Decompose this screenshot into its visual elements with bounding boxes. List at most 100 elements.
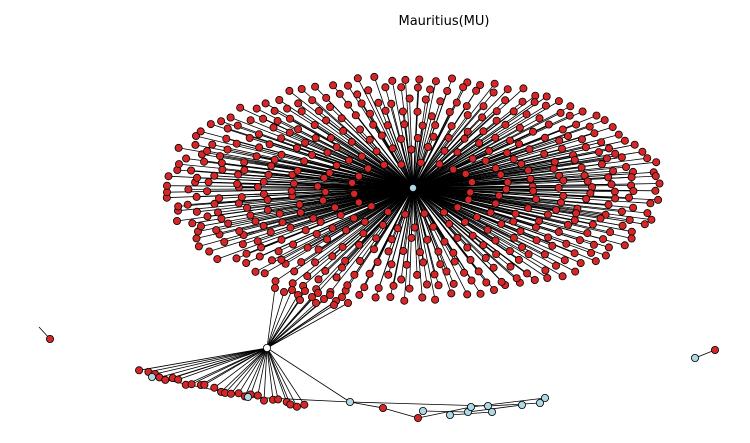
star-node	[429, 222, 438, 231]
star-edge	[412, 187, 622, 212]
star-node	[509, 155, 518, 164]
star-node	[453, 203, 462, 212]
star-edge	[412, 186, 533, 189]
star-node	[287, 186, 296, 195]
star-node	[343, 281, 352, 290]
fan-node	[135, 366, 144, 375]
fan-edge	[266, 347, 279, 400]
fan-edge	[159, 347, 268, 378]
star-node	[364, 164, 373, 173]
star-node	[238, 240, 247, 249]
star-edge	[393, 187, 414, 286]
fan-edge	[266, 347, 274, 400]
star-node	[475, 139, 484, 148]
star-node	[365, 135, 374, 144]
fan-edge	[204, 347, 268, 386]
star-node	[524, 166, 533, 175]
star-node	[578, 107, 587, 116]
star-node	[192, 207, 201, 216]
star-node	[592, 111, 601, 120]
star-node	[270, 106, 279, 115]
star-node	[246, 116, 255, 125]
fan-edge	[266, 292, 319, 349]
star-edge	[412, 187, 516, 215]
fan-edge	[224, 347, 268, 394]
star-node	[426, 85, 435, 94]
isolated-node	[46, 334, 55, 343]
star-node	[445, 219, 454, 228]
star-edge	[412, 187, 515, 239]
fan-node	[343, 298, 352, 307]
star-node	[516, 227, 525, 236]
star-edge	[412, 187, 439, 252]
star-node	[607, 180, 616, 189]
star-node	[589, 240, 598, 249]
star-node	[311, 82, 320, 91]
hub-node	[262, 343, 271, 352]
star-node	[502, 185, 511, 194]
star-node	[246, 211, 255, 220]
star-edge	[412, 187, 578, 209]
star-node	[322, 116, 331, 125]
star-edge	[412, 187, 421, 253]
star-node	[601, 251, 610, 260]
star-node	[518, 97, 527, 106]
star-node	[418, 293, 427, 302]
star-node	[251, 217, 260, 226]
star-node	[325, 168, 334, 177]
star-node	[481, 253, 490, 262]
star-node	[552, 205, 561, 214]
star-node	[226, 113, 235, 122]
star-edge	[412, 187, 466, 223]
fan-edge	[266, 347, 291, 405]
star-node	[518, 242, 527, 251]
star-node	[360, 217, 369, 226]
star-node	[367, 202, 376, 211]
star-node	[192, 192, 201, 201]
star-node	[326, 133, 335, 142]
star-node	[529, 186, 538, 195]
star-node	[544, 120, 553, 129]
fan-edge	[263, 347, 268, 401]
fan-node	[337, 292, 346, 301]
fan-node	[287, 285, 296, 294]
star-node	[377, 131, 386, 140]
star-node	[583, 229, 592, 238]
star-node	[354, 172, 363, 181]
star-node	[570, 249, 579, 258]
star-node	[576, 259, 585, 268]
star-node	[389, 281, 398, 290]
star-node	[314, 245, 323, 254]
star-node	[384, 270, 393, 279]
star-node	[486, 208, 495, 217]
star-node	[540, 133, 549, 142]
star-node	[350, 270, 359, 279]
star-node	[295, 200, 304, 209]
star-node	[476, 289, 485, 298]
star-node	[311, 133, 320, 142]
star-node	[447, 289, 456, 298]
star-node	[355, 125, 364, 134]
star-node	[491, 133, 500, 142]
star-node	[374, 98, 383, 107]
star-edge	[292, 187, 414, 284]
chain-node	[413, 413, 422, 422]
chain-node	[536, 398, 545, 407]
star-node	[290, 267, 299, 276]
star-edge	[257, 187, 414, 242]
fan-edge	[266, 347, 305, 405]
star-node	[445, 108, 454, 117]
star-node	[577, 163, 586, 172]
star-node	[543, 210, 552, 219]
star-node	[581, 143, 590, 152]
star-node	[444, 133, 453, 142]
star-node	[400, 120, 409, 129]
star-edge	[317, 186, 414, 189]
star-node	[519, 84, 528, 93]
star-node	[330, 203, 339, 212]
star-node	[396, 135, 405, 144]
star-node	[617, 207, 626, 216]
star-node	[622, 162, 631, 171]
star-node	[388, 76, 397, 85]
star-node	[303, 243, 312, 252]
